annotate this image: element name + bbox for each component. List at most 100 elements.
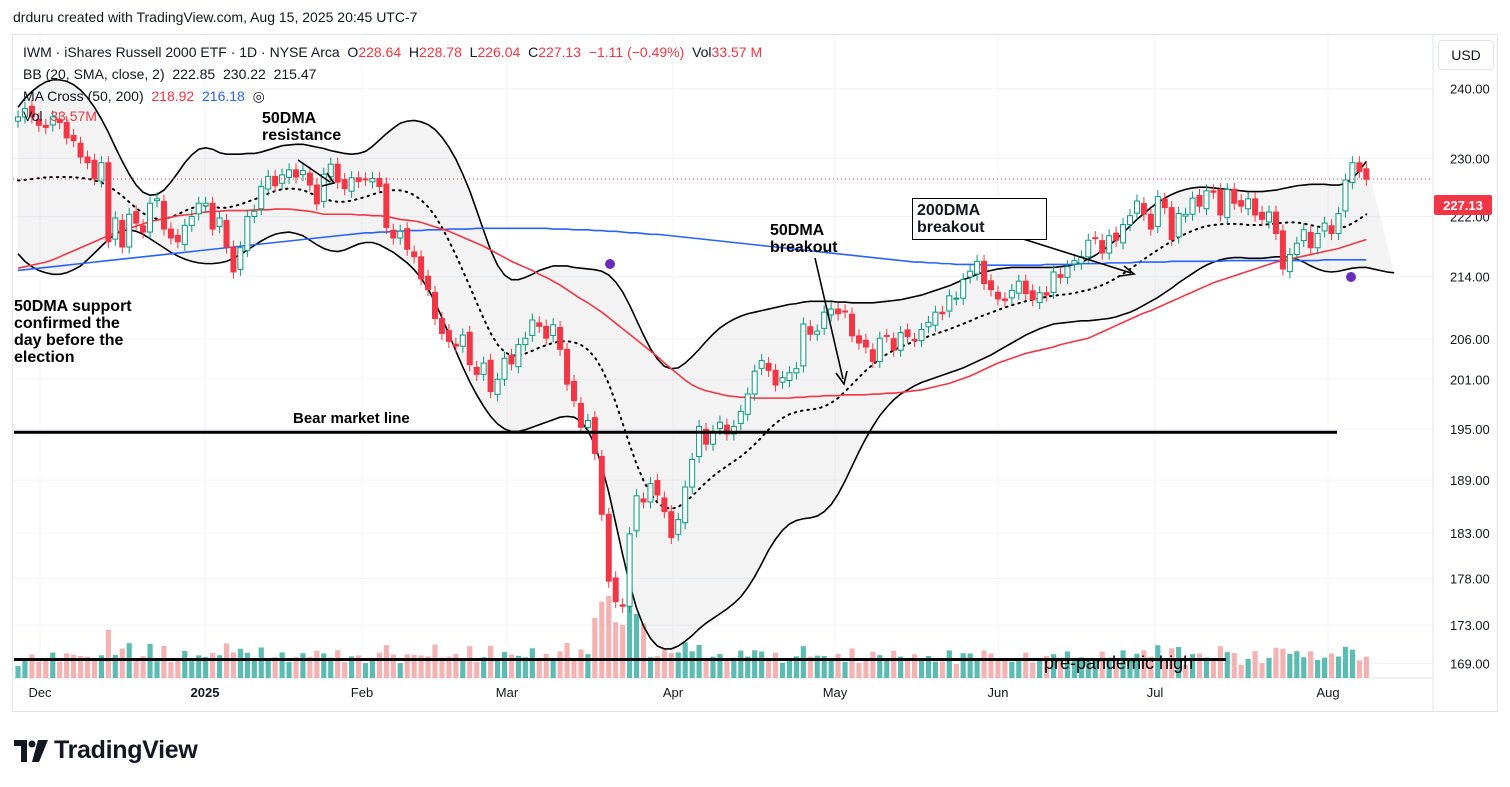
volume-bar [1030, 662, 1036, 678]
volume-bar [140, 656, 146, 678]
candle-body [1161, 198, 1168, 209]
candle-body [140, 225, 147, 233]
candle-body [786, 372, 793, 381]
candle-body [828, 308, 835, 316]
legend-bb-upper: 230.22 [223, 66, 266, 82]
volume-bar [1189, 654, 1196, 678]
volume-bar [1280, 648, 1286, 678]
volume-bar [1002, 658, 1008, 678]
candle-body [1120, 224, 1127, 244]
candle-body [577, 403, 584, 428]
legend-ma-label[interactable]: MA Cross (50, 200) [23, 88, 144, 104]
volume-bar [599, 601, 605, 678]
volume-bar [828, 658, 834, 678]
volume-bar [1245, 658, 1251, 678]
volume-bar [995, 659, 1001, 678]
candle-body [154, 198, 160, 202]
candle-body [1043, 292, 1050, 296]
candle-body [981, 260, 988, 284]
candle-body [876, 337, 883, 362]
candle-body [230, 246, 237, 273]
bollinger-band-fill [18, 79, 1395, 649]
volume-bar [91, 659, 98, 678]
candle-body [1189, 197, 1196, 215]
candle-body [1231, 188, 1238, 204]
candle-body [265, 175, 272, 190]
candle-body [543, 325, 550, 339]
candle-body [1057, 274, 1064, 278]
legend-symbol[interactable]: IWM · iShares Russell 2000 ETF · 1D · NY… [23, 44, 340, 60]
volume-bar [793, 656, 799, 678]
volume-bar [1301, 657, 1307, 678]
volume-bar [766, 658, 772, 678]
candle-body [953, 297, 960, 300]
volume-bar [1266, 657, 1272, 678]
candle-body [466, 331, 473, 366]
volume-bar [418, 655, 424, 678]
candle-body [313, 184, 320, 205]
candle-body [209, 202, 216, 230]
candle-body [1238, 200, 1245, 207]
volume-bar [1016, 658, 1022, 678]
candle-body [1113, 232, 1120, 241]
volume-bar [29, 654, 35, 678]
candle-body [299, 170, 306, 176]
currency-button[interactable]: USD [1438, 40, 1494, 70]
volume-bar [939, 661, 945, 678]
volume-bar [1106, 657, 1112, 678]
candle-body [1008, 289, 1015, 299]
volume-bar [411, 654, 417, 678]
annotation-50dma-support: 50DMA support confirmed the day before t… [14, 298, 132, 366]
chart-frame [12, 34, 1498, 712]
legend-bb-label[interactable]: BB (20, SMA, close, 2) [23, 66, 165, 82]
legend-vol-row-value: 33.57M [50, 108, 97, 124]
candle-body [1335, 213, 1342, 235]
legend-ma200: 216.18 [202, 88, 245, 104]
arrow-50dma-breakout [814, 257, 844, 380]
y-tick-label: 178.00 [1450, 571, 1490, 586]
volume-bar [918, 658, 925, 678]
volume-bar [1315, 659, 1321, 678]
candle-body [1015, 280, 1022, 294]
volume-bar [821, 655, 827, 678]
volume-bar [383, 645, 389, 678]
candle-body [418, 256, 425, 280]
legend-vol-row-label[interactable]: Vol [23, 108, 43, 124]
candle-body [1029, 290, 1036, 301]
volume-bar [251, 659, 257, 678]
volume-bar [349, 656, 355, 678]
volume-bar [43, 660, 49, 678]
candle-body [432, 291, 438, 319]
candle-body [1266, 211, 1272, 223]
volume-bar [905, 658, 911, 678]
volume-bar [182, 651, 188, 678]
legend-ma-eye-icon[interactable]: ◎ [252, 88, 265, 104]
candle-body [689, 458, 696, 488]
candle-body [911, 338, 918, 342]
candle-body [932, 311, 939, 326]
volume-bar [1044, 656, 1050, 678]
volume-bar [501, 652, 508, 678]
y-tick-label: 230.00 [1450, 151, 1490, 166]
volume-bar [779, 662, 786, 678]
volume-bar [1085, 658, 1091, 678]
x-tick-label: May [823, 685, 848, 700]
legend-close-label: C [528, 44, 539, 60]
candle-body [1092, 237, 1099, 240]
candle-body [703, 428, 710, 445]
y-tick-label: 173.00 [1450, 618, 1490, 633]
volume-bar [953, 664, 959, 678]
volume-bar [1196, 653, 1203, 678]
tradingview-logo[interactable]: TradingView [14, 736, 198, 765]
legend-open-label: O [347, 44, 359, 60]
candles [15, 99, 1370, 613]
candle-body [167, 228, 174, 239]
candle-body [904, 329, 911, 338]
volume-bar [494, 659, 501, 678]
volume-bar [237, 648, 243, 678]
ma200-line [17, 227, 1367, 272]
candle-body [967, 270, 974, 278]
candle-body [383, 183, 390, 229]
candle-body [960, 279, 967, 299]
